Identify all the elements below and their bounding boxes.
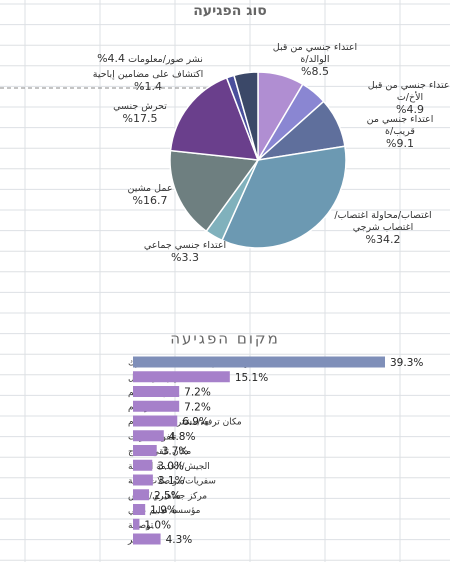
slice-label: اكتشاف على مضامين إباحية %1.4 <box>78 69 218 94</box>
bar <box>133 356 385 368</box>
pie-slice <box>169 149 260 233</box>
value-label: 3.0% <box>157 460 184 472</box>
bar <box>133 400 180 412</box>
category-label: توصيلة <box>128 521 154 531</box>
slice-name: عمل مشين <box>127 183 173 194</box>
value-label: 4.8% <box>169 431 196 443</box>
slice-name: تحرش جنسي <box>113 101 167 112</box>
slice-label: اعتداء جنسي جماعي %3.3 <box>140 240 230 264</box>
pie-slice <box>169 76 260 161</box>
bar <box>133 415 178 427</box>
value-label: 15.1% <box>235 372 268 384</box>
slice-value: %34.2 <box>365 233 401 246</box>
value-label: 2.5% <box>154 490 181 502</box>
bar <box>133 459 153 471</box>
category-label: سفريات/مواصلات عامة <box>128 477 216 487</box>
category-label: الجيش/الخدمة المدنية <box>128 462 210 472</box>
bar <box>133 474 153 486</box>
slice-name: نشر صور/معلومات <box>128 54 203 65</box>
slice-name: اغتصاب/محاولة اغتصاب/اغتصاب شرجي <box>334 210 432 233</box>
slice-label: عمل مشين %16.7 <box>115 183 185 207</box>
bar <box>133 430 164 442</box>
value-label: 1.0% <box>144 519 171 531</box>
slice-value: %9.1 <box>386 137 414 150</box>
category-label: مركز جماهيري/كنيس <box>128 491 207 501</box>
value-label: 39.3% <box>390 357 423 369</box>
slice-value: %17.5 <box>122 112 158 125</box>
chart-title: מקום הפגיעה <box>170 330 280 348</box>
value-label: 3.1% <box>158 475 185 487</box>
slice-name: اعتداء جنسي من قريب/ة <box>366 114 434 137</box>
slice-name: اكتشاف على مضامين إباحية <box>92 69 204 80</box>
slice-label: اعتداء جنسي من قبل الوالد/ة %8.5 <box>270 42 360 78</box>
value-label: 7.2% <box>184 387 211 399</box>
bar <box>133 533 161 545</box>
slice-label: اغتصاب/محاولة اغتصاب/اغتصاب شرجي %34.2 <box>328 210 438 246</box>
value-label: 1.9% <box>150 505 177 517</box>
bar <box>133 371 230 383</box>
category-label: مكان ترفيه/مشتريات/استجمام <box>128 418 242 428</box>
chart-title: סוג הפגיעה <box>193 3 267 19</box>
bar <box>133 489 150 501</box>
slice-value: %1.4 <box>134 80 162 93</box>
category-label: مؤسسة تعليم عالي <box>128 506 201 516</box>
category-label: مكان تلقي العلاج <box>128 447 191 457</box>
bar <box>133 445 157 456</box>
value-label: 6.9% <box>182 416 209 428</box>
slice-value: %16.7 <box>132 194 168 207</box>
slice-value: %4.4 <box>97 52 126 65</box>
bar <box>133 504 146 515</box>
slice-value: %3.3 <box>171 251 199 264</box>
slice-label: نشر صور/معلومات %4.4 <box>90 53 210 66</box>
bar <box>133 386 180 397</box>
slice-label: اعتداء جنسي من قريب/ة %9.1 <box>360 114 440 150</box>
slice-value: %4.9 <box>396 103 424 116</box>
slice-value: %8.5 <box>301 65 329 78</box>
slice-label: اعتداء جنسي من قبل الأخ/ت %4.9 <box>368 80 450 116</box>
slice-label: تحرش جنسي %17.5 <box>105 101 175 125</box>
value-label: 3.7% <box>162 446 189 458</box>
pie-slice <box>233 71 259 161</box>
slice-name: اعتداء جنسي جماعي <box>143 240 227 251</box>
value-label: 7.2% <box>184 401 211 413</box>
bar <box>133 518 140 530</box>
slice-name: اعتداء جنسي من قبل الأخ/ت <box>367 80 450 103</box>
value-label: 4.3% <box>166 534 193 546</box>
slice-name: اعتداء جنسي من قبل الوالد/ة <box>272 42 358 65</box>
